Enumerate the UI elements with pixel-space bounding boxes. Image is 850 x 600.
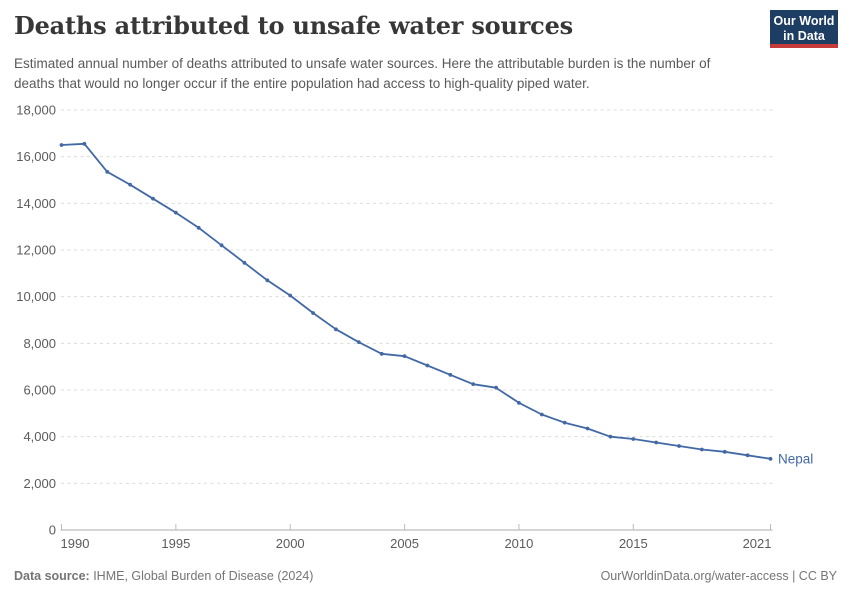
y-axis-tick-label: 6,000 <box>23 383 56 398</box>
x-axis-tick-label: 2005 <box>390 536 419 551</box>
x-axis-tick-label: 2000 <box>276 536 305 551</box>
page-title: Deaths attributed to unsafe water source… <box>14 11 573 40</box>
y-axis-tick-label: 2,000 <box>23 476 56 491</box>
data-point[interactable] <box>745 453 750 458</box>
owid-logo[interactable]: Our World in Data <box>770 10 838 48</box>
data-point[interactable] <box>151 196 155 201</box>
data-point[interactable] <box>425 363 430 368</box>
series-end-label[interactable]: Nepal <box>778 451 813 466</box>
data-point[interactable] <box>517 400 521 405</box>
footer-credit[interactable]: OurWorldinData.org/water-access | CC BY <box>600 569 837 583</box>
data-point[interactable] <box>356 340 361 345</box>
data-point[interactable] <box>608 434 613 439</box>
data-point[interactable] <box>699 447 704 452</box>
data-point[interactable] <box>448 372 453 377</box>
x-axis-tick-label: 2021 <box>743 536 772 551</box>
x-axis-tick-label: 1990 <box>61 536 90 551</box>
data-point[interactable] <box>677 444 681 448</box>
y-axis-tick-label: 14,000 <box>16 196 56 211</box>
data-point[interactable] <box>288 293 293 298</box>
data-point[interactable] <box>654 440 659 445</box>
data-point[interactable] <box>59 143 64 147</box>
data-point[interactable] <box>379 351 384 356</box>
x-axis-tick-label: 2015 <box>619 536 648 551</box>
y-axis-tick-label: 10,000 <box>16 289 56 304</box>
y-axis-tick-label: 12,000 <box>16 243 56 258</box>
data-point[interactable] <box>128 182 133 187</box>
data-point[interactable] <box>196 225 201 230</box>
data-point[interactable] <box>242 260 247 265</box>
data-point[interactable] <box>173 210 178 215</box>
x-axis-tick-label: 2010 <box>504 536 533 551</box>
data-point[interactable] <box>334 327 338 332</box>
data-line[interactable] <box>60 142 772 460</box>
owid-logo-line1: Our World <box>773 14 835 28</box>
y-axis-tick-label: 16,000 <box>16 149 56 164</box>
y-axis-tick-label: 0 <box>49 523 56 538</box>
data-point[interactable] <box>494 385 498 390</box>
data-source-label: Data source: <box>14 569 90 583</box>
data-point[interactable] <box>631 437 636 441</box>
data-point[interactable] <box>265 278 270 283</box>
data-point[interactable] <box>471 382 476 387</box>
data-point[interactable] <box>105 169 110 174</box>
y-axis-tick-label: 18,000 <box>16 103 56 118</box>
y-axis-tick-label: 4,000 <box>23 429 56 444</box>
owid-logo-accent-bar <box>770 44 838 48</box>
data-point[interactable] <box>219 243 224 248</box>
data-point[interactable] <box>311 311 315 315</box>
data-point[interactable] <box>722 449 727 454</box>
data-point[interactable] <box>585 426 590 431</box>
data-point[interactable] <box>539 412 544 417</box>
data-source-text: IHME, Global Burden of Disease (2024) <box>89 569 314 583</box>
data-point[interactable] <box>562 420 567 425</box>
data-point[interactable] <box>402 354 407 359</box>
owid-logo-line2: in Data <box>783 29 825 43</box>
data-point[interactable] <box>768 456 773 461</box>
y-axis-tick-label: 8,000 <box>23 336 56 351</box>
footer-source: Data source: IHME, Global Burden of Dise… <box>14 569 313 583</box>
page-subtitle: Estimated annual number of deaths attrib… <box>14 56 711 91</box>
data-point[interactable] <box>82 141 87 146</box>
x-axis-tick-label: 1995 <box>161 536 190 551</box>
